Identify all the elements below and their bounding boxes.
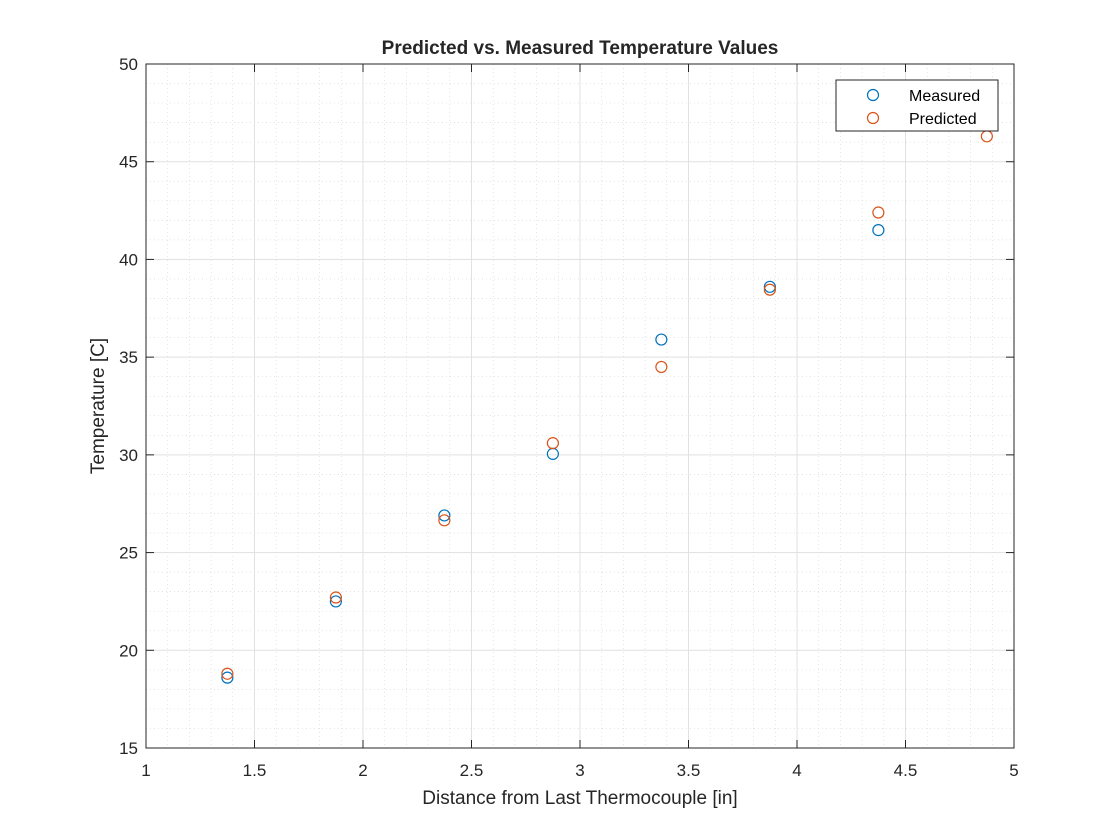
legend-box xyxy=(835,79,999,132)
x-tick-label: 1.5 xyxy=(243,761,267,780)
data-point-predicted xyxy=(438,514,451,527)
y-tick-label: 45 xyxy=(119,153,138,172)
y-tick-label: 20 xyxy=(119,641,138,660)
y-tick-label: 25 xyxy=(119,544,138,563)
data-point-measured xyxy=(872,224,885,237)
chart-title: Predicted vs. Measured Temperature Value… xyxy=(382,38,779,59)
x-tick-label: 1 xyxy=(141,761,150,780)
data-point-predicted xyxy=(763,283,776,296)
data-point-predicted xyxy=(872,206,885,219)
x-axis-label: Distance from Last Thermocouple [in] xyxy=(422,788,737,809)
x-tick-label: 3 xyxy=(575,761,584,780)
legend-label-measured: Measured xyxy=(909,88,980,105)
data-point-measured xyxy=(438,509,451,522)
data-point-predicted xyxy=(221,667,234,680)
legend-marker-predicted xyxy=(866,111,880,125)
y-tick-label: 50 xyxy=(119,55,138,74)
data-markers xyxy=(221,130,993,684)
x-tick-label: 4.5 xyxy=(894,761,918,780)
data-point-measured xyxy=(655,333,668,346)
x-tick-label: 2 xyxy=(358,761,367,780)
y-axis-ticks: 15 20 25 30 35 40 45 50 xyxy=(119,55,1014,758)
data-point-predicted xyxy=(655,360,668,374)
legend-marker-measured xyxy=(866,88,880,102)
x-tick-label: 5 xyxy=(1009,761,1018,780)
y-tick-label: 40 xyxy=(119,250,138,269)
data-point-predicted xyxy=(329,591,342,604)
data-point-predicted xyxy=(546,437,559,450)
y-tick-label: 30 xyxy=(119,446,138,465)
data-point-measured xyxy=(329,595,342,608)
x-tick-label: 3.5 xyxy=(677,761,701,780)
y-axis-label: Temperature [C] xyxy=(88,338,109,474)
legend-label-predicted: Predicted xyxy=(909,111,977,128)
y-tick-label: 15 xyxy=(119,739,138,758)
y-tick-label: 35 xyxy=(119,348,138,367)
x-axis-ticks: 1 1.5 2 2.5 3 3.5 4 4.5 5 xyxy=(141,64,1019,780)
data-point-measured xyxy=(763,280,776,293)
x-tick-label: 4 xyxy=(792,761,801,780)
legend: Measured Predicted xyxy=(835,79,999,132)
x-tick-label: 2.5 xyxy=(460,761,484,780)
data-point-measured xyxy=(221,671,234,684)
